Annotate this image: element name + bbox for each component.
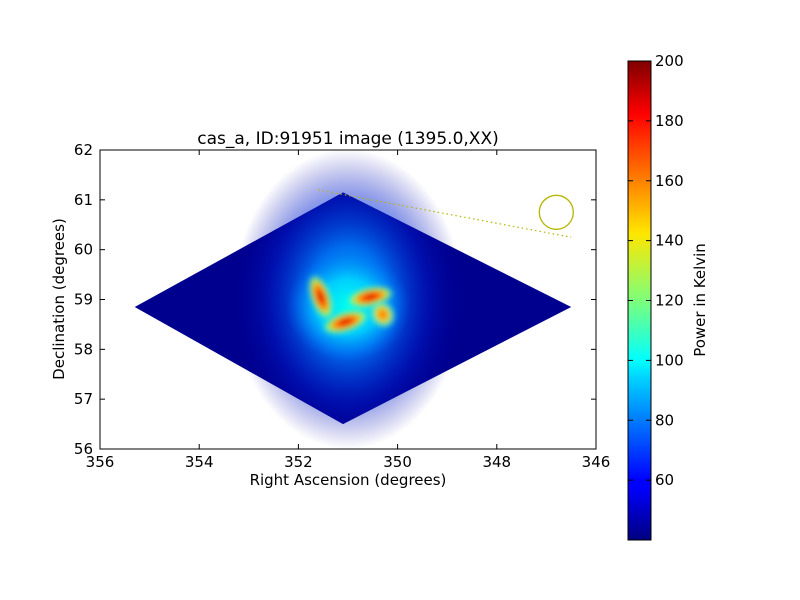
y-tick-label: 57	[74, 390, 93, 408]
x-tick-label: 350	[383, 453, 412, 471]
y-axis-label: Declination (degrees)	[50, 218, 68, 380]
emission-peak	[322, 309, 369, 334]
colorbar-tick-label: 60	[655, 471, 674, 489]
x-axis: 356 354 352 350 348 346	[86, 150, 611, 471]
colorbar-tick-label: 200	[655, 52, 684, 70]
x-tick-label: 356	[86, 453, 115, 471]
y-tick-label: 60	[74, 241, 93, 259]
x-tick-label: 352	[284, 453, 313, 471]
beam-circle	[538, 194, 574, 230]
colorbar-tick-label: 100	[655, 351, 684, 369]
y-tick-label: 62	[74, 141, 93, 159]
y-tick-label: 59	[74, 291, 93, 309]
x-tick-label: 346	[582, 453, 611, 471]
colorbar: 60 80 100 120 140 160 180 200 Power in Kelvin	[627, 52, 709, 541]
y-tick-label: 56	[74, 440, 93, 458]
x-tick-label: 348	[482, 453, 511, 471]
colorbar-ticks: 60 80 100 120 140 160 180 200	[628, 52, 684, 489]
colorbar-tick-label: 140	[655, 232, 684, 250]
emission-peak	[308, 274, 334, 320]
chart-title: cas_a, ID:91951 image (1395.0,XX)	[197, 129, 498, 149]
y-tick-label: 58	[74, 340, 93, 358]
colorbar-label: Power in Kelvin	[691, 243, 709, 357]
plot-area	[100, 150, 596, 449]
colorbar-tick-label: 160	[655, 172, 684, 190]
colorbar-tick-label: 120	[655, 292, 684, 310]
emission-peak	[370, 300, 396, 328]
y-tick-label: 61	[74, 191, 93, 209]
colorbar-tick-label: 180	[655, 112, 684, 130]
x-axis-label: Right Ascension (degrees)	[250, 471, 447, 489]
x-tick-label: 354	[185, 453, 214, 471]
y-axis: 56 57 58 59 60 61 62	[74, 141, 596, 458]
colorbar-tick-label: 80	[655, 411, 674, 429]
emission-layer	[233, 150, 463, 449]
